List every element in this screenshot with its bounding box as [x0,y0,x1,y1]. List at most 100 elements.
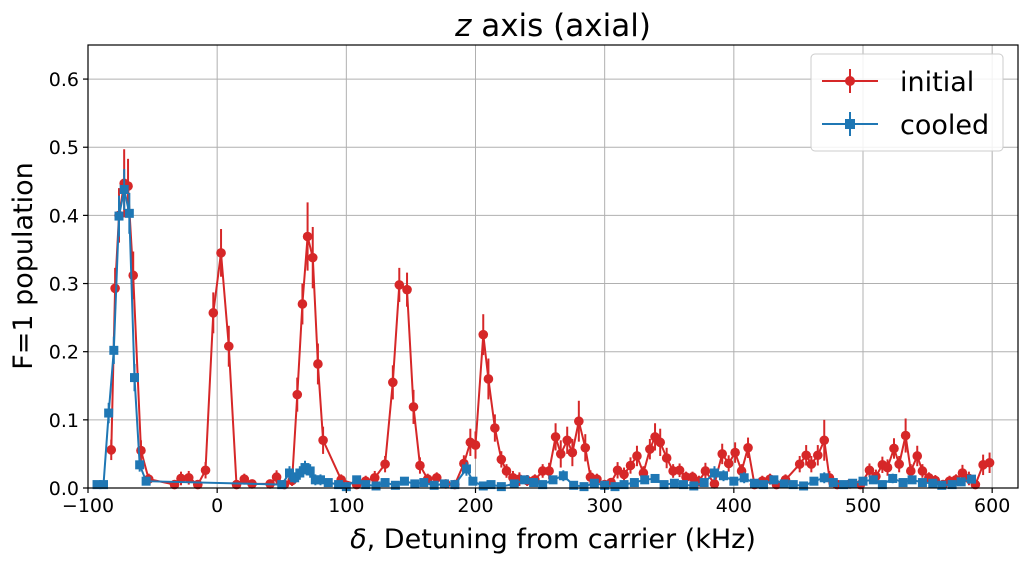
data-point-initial [674,465,685,476]
data-point-cooled [928,478,938,488]
data-point-initial [402,284,412,295]
data-point-cooled [135,460,145,470]
data-point-initial [380,459,390,469]
data-point-cooled [788,480,798,490]
data-point-initial [812,450,823,461]
data-point-initial [894,459,904,469]
data-point-cooled [352,475,362,485]
data-point-initial [917,466,928,476]
data-point-initial [478,329,489,340]
data-point-cooled [529,478,539,488]
data-point-cooled [334,480,344,490]
data-point-initial [882,462,893,473]
data-point-cooled [486,480,496,490]
data-point-initial [501,466,512,476]
data-point-initial [819,435,830,446]
data-point-cooled [496,482,506,492]
y-axis-label: F=1 population [8,162,39,370]
data-point-initial [801,450,811,461]
data-point-initial [431,472,442,483]
data-point-cooled [848,478,858,488]
x-tick-label: 300 [587,495,623,517]
chart-title: z axis (axial) [454,8,651,44]
data-point-cooled [828,478,838,488]
data-point-initial [231,479,242,490]
y-tick-label: 0.0 [49,478,79,500]
data-point-cooled [410,479,420,489]
data-point-initial [490,423,500,433]
data-point-cooled [429,480,439,490]
data-point-initial [574,416,584,427]
data-point-cooled [316,475,325,485]
data-point-cooled [538,480,548,490]
data-point-cooled [569,480,579,490]
data-point-initial [700,466,711,476]
legend-item-initial: initial [822,67,974,98]
data-point-initial [984,457,995,468]
data-point-cooled [285,468,294,478]
data-point-cooled [619,480,629,490]
x-axis-label-symbol: δ [350,524,367,555]
data-point-cooled [678,480,688,490]
data-point-cooled [130,373,139,383]
data-point-initial [302,231,313,242]
data-point-cooled [967,474,976,484]
data-point-cooled [709,468,719,478]
data-point-cooled [579,482,589,492]
chart-title-rest: axis (axial) [471,8,651,44]
data-point-cooled [119,184,129,194]
data-point-initial [369,472,380,483]
data-point-cooled [295,468,305,478]
data-point-initial [567,447,578,458]
data-point-initial [794,459,805,469]
data-point-cooled [650,473,660,483]
data-point-cooled [310,475,320,485]
data-point-initial [864,465,875,476]
x-tick-label: 200 [457,495,493,517]
data-point-cooled [898,478,908,488]
data-point-initial [550,432,561,442]
data-point-initial [216,248,226,258]
data-point-cooled [305,466,315,476]
data-point-cooled [99,480,108,490]
data-point-initial [905,466,916,476]
data-point-cooled [450,480,460,490]
data-point-initial [562,435,573,446]
data-point-cooled [947,480,957,490]
x-axis-label: δ, Detuning from carrier (kHz) [350,524,756,555]
data-point-cooled [548,475,558,485]
data-point-cooled [689,481,699,491]
data-point-initial [900,430,911,441]
data-point-initial [912,451,923,461]
data-point-cooled [92,480,102,490]
data-point-cooled [589,478,599,488]
data-point-initial [625,460,636,471]
data-point-cooled [907,475,917,485]
data-point-cooled [277,480,287,490]
legend-initial-label: initial [900,67,974,98]
legend-cooled-marker [845,119,855,129]
data-point-cooled [719,471,728,481]
data-point-initial [388,377,398,388]
legend-box [810,53,1004,152]
x-tick-label: 500 [845,495,881,517]
data-point-initial [223,341,234,352]
data-point-initial [110,283,120,294]
data-point-cooled [558,471,568,481]
legend-cooled-label: cooled [900,110,989,141]
data-point-initial [208,308,219,318]
data-point-cooled [104,408,114,418]
data-point-cooled [399,476,409,486]
data-point-initial [645,444,655,454]
data-point-cooled [468,476,478,486]
data-point-initial [580,442,591,453]
data-point-cooled [858,476,868,486]
data-point-initial [709,479,720,489]
data-point-cooled [917,478,927,488]
data-point-cooled [750,478,759,488]
data-point-initial [661,453,672,463]
data-point-cooled [956,477,966,487]
data-point-cooled [141,476,151,486]
x-tick-label: 100 [328,495,364,517]
